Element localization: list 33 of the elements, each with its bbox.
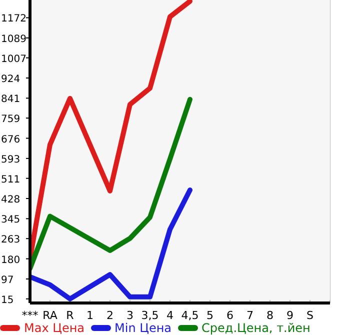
y-tick-label: 97 [1, 274, 14, 286]
x-tick-label: 6 [226, 308, 234, 322]
x-tick-label: 9 [286, 308, 294, 322]
y-tick-label: 759 [1, 114, 20, 126]
x-tick-label: S [306, 308, 314, 322]
x-tick-label: *** [22, 308, 39, 322]
x-tick-label: 3 [126, 308, 134, 322]
x-tick-label: 7 [246, 308, 254, 322]
y-tick-label: 511 [1, 174, 20, 186]
legend-label: Min Цена [114, 321, 172, 335]
legend-label: Max Цена [23, 321, 85, 335]
x-tick-label: 4 [166, 308, 174, 322]
x-tick-label: 8 [266, 308, 274, 322]
y-tick-label: 924 [1, 74, 20, 85]
x-tick-label: 4,5 [181, 308, 199, 322]
x-tick-label: 3,5 [141, 308, 159, 322]
y-tick-label: 1089 [1, 34, 26, 45]
y-tick-label: 1172 [1, 14, 26, 25]
x-tick-label: 1 [86, 308, 94, 322]
y-tick-label: 676 [1, 134, 20, 146]
y-tick-label: 593 [1, 154, 20, 166]
y-tick-label: 1007 [1, 54, 26, 65]
y-tick-label: 15 [1, 294, 14, 306]
y-tick-label: 180 [1, 254, 20, 266]
y-tick-label: 841 [1, 94, 20, 106]
x-tick-label: 2 [106, 308, 114, 322]
y-tick-label: 428 [1, 194, 20, 206]
y-tick-label: 345 [1, 214, 20, 226]
legend-label: Сред.Цена, т.йен [200, 321, 310, 335]
x-tick-label: RA [42, 308, 58, 322]
y-tick-label: 263 [1, 234, 20, 246]
x-tick-label: R [66, 308, 74, 322]
x-tick-label: 5 [206, 308, 214, 322]
